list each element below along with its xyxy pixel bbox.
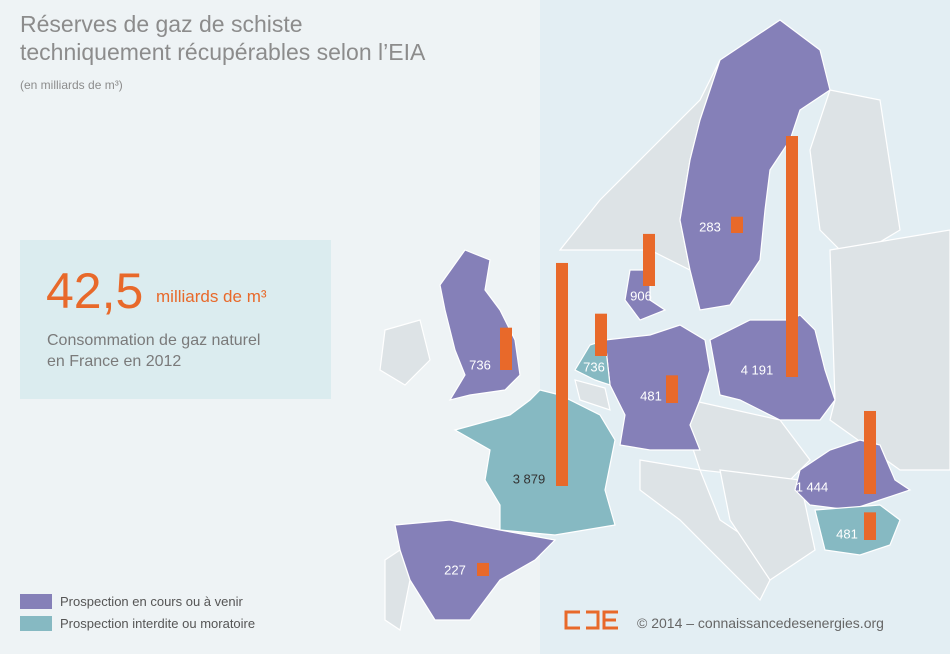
bar: [731, 216, 743, 233]
italy: [639, 459, 781, 602]
value-label: 3 879: [513, 471, 546, 486]
legend-item: Prospection en cours ou à venir: [20, 590, 255, 612]
france: [453, 389, 616, 536]
bar: [556, 262, 568, 486]
legend-swatch: [20, 593, 52, 609]
title: Réserves de gaz de schiste techniquement …: [20, 10, 425, 66]
bar: [477, 562, 489, 576]
legend: Prospection en cours ou à venir Prospect…: [20, 590, 255, 634]
callout: 42,5 milliards de m³ Consommation de gaz…: [20, 240, 331, 399]
callout-text: Consommation de gaz naturel: [47, 332, 261, 349]
romania: [794, 439, 912, 511]
value-label: 1 444: [796, 479, 829, 494]
belgium: [574, 379, 611, 411]
bar: [500, 327, 512, 370]
value-label: 227: [444, 562, 466, 577]
legend-label: Prospection en cours ou à venir: [60, 593, 243, 609]
callout-value: 42,5: [46, 263, 144, 319]
value-label: 4 191: [741, 362, 774, 377]
balkans: [719, 469, 816, 581]
value-label: 736: [469, 357, 491, 372]
value-label: 481: [836, 526, 858, 541]
bar: [643, 233, 655, 286]
subtitle: (en milliards de m³): [20, 78, 123, 92]
bar: [595, 313, 607, 356]
callout-unit: milliards de m³: [156, 287, 267, 306]
credit: © 2014 – connaissancedesenergies.org: [637, 615, 884, 631]
bar: [864, 410, 876, 494]
poland: [709, 314, 836, 421]
sweden: [679, 19, 831, 311]
germany: [604, 324, 711, 451]
value-label: 481: [640, 388, 662, 403]
legend-item: Prospection interdite ou moratoire: [20, 612, 255, 634]
value-label: 283: [699, 219, 721, 234]
spain: [394, 519, 557, 621]
bar: [864, 512, 876, 540]
bars: 736 736 906 283 481 4 191 3 879 227 1 444 481: [444, 136, 876, 577]
value-label: 906: [630, 288, 652, 303]
legend-swatch: [20, 615, 52, 631]
bar: [786, 136, 798, 377]
ireland: [379, 319, 431, 386]
bulgaria: [814, 504, 901, 556]
title-line: techniquement récupérables selon l’EIA: [20, 39, 426, 65]
value-label: 736: [583, 359, 605, 374]
logo: [564, 610, 618, 630]
bar: [666, 375, 678, 403]
title-line: Réserves de gaz de schiste: [20, 11, 303, 37]
united-kingdom: [439, 249, 521, 401]
legend-label: Prospection interdite ou moratoire: [60, 615, 256, 631]
callout-text: en France en 2012: [47, 353, 182, 370]
